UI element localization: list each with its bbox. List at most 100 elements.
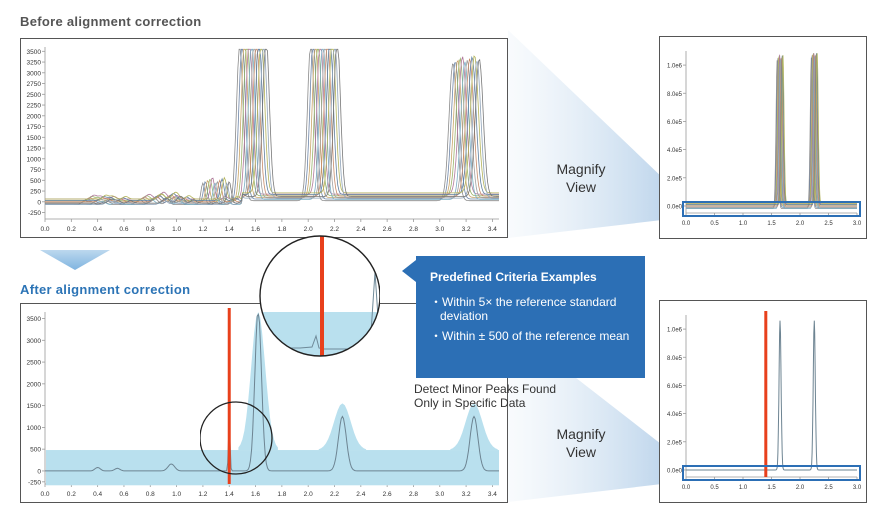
x-tick-label: 2.2 <box>330 226 339 233</box>
x-tick-label: 3.0 <box>853 221 862 227</box>
x-tick-label: 3.4 <box>488 226 497 233</box>
series-line <box>45 48 499 200</box>
x-tick-label: 1.6 <box>251 491 260 498</box>
magnify-label-bottom-line1: Magnify <box>556 426 606 442</box>
y-tick-label: 3000 <box>27 70 42 77</box>
x-tick-label: 2.6 <box>383 491 392 498</box>
x-tick-label: 0.2 <box>67 226 76 233</box>
x-tick-label: 1.4 <box>225 226 234 233</box>
y-tick-label: 3250 <box>27 60 42 67</box>
y-tick-label: -250 <box>28 479 41 486</box>
y-tick-label: 6.0e5 <box>667 384 683 390</box>
callout-item: ・Within 5× the reference standard deviat… <box>430 295 617 323</box>
y-tick-label: 2750 <box>27 81 42 88</box>
y-tick-label: 2000 <box>27 113 42 120</box>
y-tick-label: 0.0e0 <box>667 204 683 210</box>
series-line <box>45 313 499 472</box>
zoom-lens-small-circle <box>200 401 273 475</box>
y-tick-label: 4.0e5 <box>667 412 683 418</box>
series-line <box>45 48 499 204</box>
x-tick-label: 2.4 <box>356 226 365 233</box>
callout-pointer <box>402 260 416 282</box>
x-tick-label: 1.2 <box>198 491 207 498</box>
x-tick-label: 0.4 <box>93 491 102 498</box>
y-tick-label: 4.0e5 <box>667 148 683 154</box>
series-line <box>45 48 499 201</box>
series-line <box>686 53 857 206</box>
y-tick-label: 250 <box>30 189 41 196</box>
x-tick-label: 2.8 <box>409 491 418 498</box>
magnify-label-top: Magnify View <box>541 160 621 196</box>
y-tick-label: -250 <box>28 210 41 217</box>
x-tick-label: 1.0 <box>172 491 181 498</box>
y-tick-label: 2.0e5 <box>667 176 683 182</box>
series-line <box>686 53 857 204</box>
y-tick-label: 1.0e6 <box>667 328 683 334</box>
y-tick-label: 1750 <box>27 124 42 131</box>
series-line <box>686 53 857 204</box>
x-tick-label: 1.0 <box>172 226 181 233</box>
y-tick-label: 3500 <box>27 49 42 56</box>
y-tick-label: 2250 <box>27 103 42 110</box>
x-tick-label: 0.8 <box>146 491 155 498</box>
tolerance-band <box>46 450 499 486</box>
note-line1: Detect Minor Peaks Found <box>414 382 557 396</box>
y-tick-label: 8.0e5 <box>667 356 683 362</box>
callout-item: ・Within ± 500 of the reference mean <box>430 329 630 343</box>
heading-after-correction: After alignment correction <box>20 282 191 297</box>
criteria-callout: Predefined Criteria Examples ・Within 5× … <box>416 256 645 378</box>
series-line <box>45 48 499 205</box>
y-tick-label: 1.0e6 <box>667 64 683 70</box>
magnify-selection-box <box>682 201 861 217</box>
x-tick-label: 0.0 <box>40 491 49 498</box>
y-tick-label: 2000 <box>27 381 42 388</box>
y-tick-label: 3000 <box>27 338 42 345</box>
y-tick-label: 0 <box>37 199 41 206</box>
chart-before-magnified-plot: 0.0 0.5 1.0 1.5 2.0 2.5 3.0 0.0e0 2.0e5 4.0e5 6.0e… <box>667 51 862 227</box>
heading-before-correction: Before alignment correction <box>20 14 202 29</box>
series-line <box>45 48 499 203</box>
y-tick-label: 750 <box>30 167 41 174</box>
x-tick-label: 3.4 <box>488 491 497 498</box>
x-tick-label: 2.5 <box>824 221 833 227</box>
series-line <box>686 57 857 209</box>
down-arrow <box>40 250 110 270</box>
y-tick-label: 1250 <box>27 146 42 153</box>
highlight-line <box>227 308 231 484</box>
zoom-lens <box>200 235 380 475</box>
series-line <box>45 48 499 204</box>
x-tick-label: 3.2 <box>462 226 471 233</box>
series-line <box>45 48 499 204</box>
x-tick-label: 1.0 <box>739 221 748 227</box>
x-tick-label: 0.0 <box>682 221 691 227</box>
x-tick-label: 1.0 <box>739 485 748 491</box>
y-tick-label: 500 <box>30 178 41 185</box>
x-tick-label: 0.8 <box>146 226 155 233</box>
highlight-line <box>764 311 768 477</box>
y-tick-label: 1500 <box>27 135 42 142</box>
x-tick-label: 2.6 <box>383 226 392 233</box>
chart-after-magnified-plot: 0.0 0.5 1.0 1.5 2.0 2.5 3.0 0.0e0 2.0e5 4.0e5 6.0e… <box>667 311 862 491</box>
x-tick-label: 2.0 <box>796 485 805 491</box>
x-tick-label: 0.0 <box>682 485 691 491</box>
minor-peaks-note: Detect Minor Peaks Found Only in Specifi… <box>414 382 614 410</box>
x-tick-label: 0.2 <box>67 491 76 498</box>
x-tick-label: 0.6 <box>119 491 128 498</box>
x-tick-label: 1.5 <box>767 221 776 227</box>
series-line <box>45 48 499 201</box>
x-tick-label: 2.8 <box>409 226 418 233</box>
series-line <box>45 48 499 205</box>
tolerance-band-peak <box>450 403 498 451</box>
series-line <box>686 55 857 208</box>
y-tick-label: 3500 <box>27 316 42 323</box>
chart-after-magnified: 0.0 0.5 1.0 1.5 2.0 2.5 3.0 0.0e0 2.0e5 4.0e5 6.0e… <box>659 300 867 503</box>
x-tick-label: 1.4 <box>225 491 234 498</box>
x-tick-label: 0.5 <box>710 485 719 491</box>
x-tick-label: 3.0 <box>853 485 862 491</box>
x-tick-label: 0.0 <box>40 226 49 233</box>
x-tick-label: 3.0 <box>435 226 444 233</box>
series-line <box>45 48 499 205</box>
magnify-fan-top <box>508 30 688 238</box>
y-tick-label: 6.0e5 <box>667 120 683 126</box>
x-tick-label: 2.0 <box>304 491 313 498</box>
